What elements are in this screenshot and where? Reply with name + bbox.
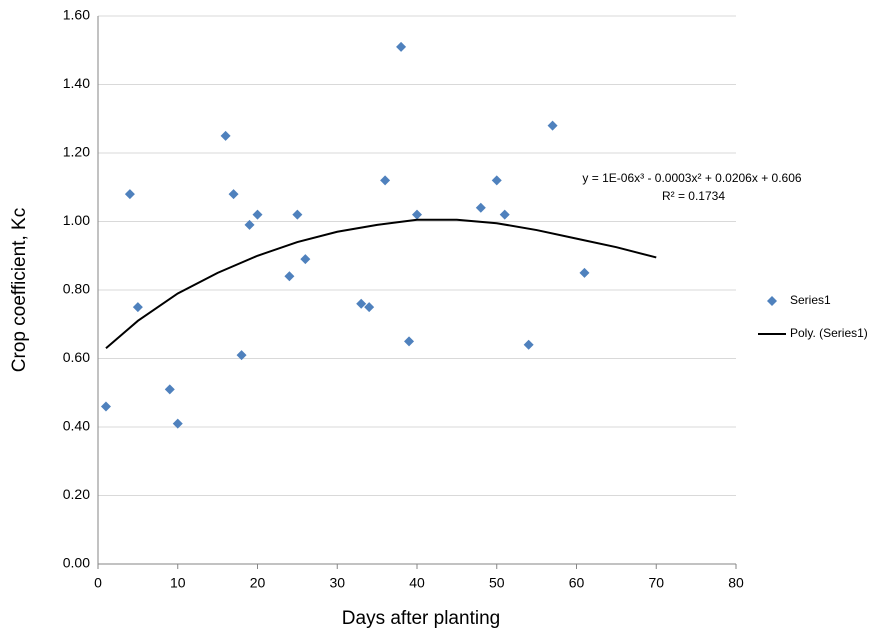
- data-point: [412, 209, 422, 220]
- x-tick-label: 60: [569, 575, 585, 591]
- data-point: [228, 189, 239, 200]
- data-point: [396, 41, 407, 52]
- legend-label: Series1: [790, 293, 831, 307]
- data-point: [164, 384, 175, 395]
- trend-equation: y = 1E-06x³ - 0.0003x² + 0.0206x + 0.606: [582, 171, 801, 185]
- data-point: [300, 254, 311, 265]
- data-point: [523, 339, 534, 350]
- data-point: [491, 175, 502, 186]
- data-point: [252, 209, 263, 220]
- y-tick-label: 0.20: [63, 486, 90, 502]
- trend-line: [105, 218, 657, 349]
- data-point: [547, 120, 558, 131]
- legend-marker: [767, 296, 777, 306]
- x-tick-label: 0: [94, 575, 102, 591]
- data-point: [499, 209, 510, 220]
- y-tick-label: 1.60: [63, 7, 90, 23]
- data-point: [172, 418, 183, 429]
- data-point: [284, 271, 295, 282]
- y-tick-label: 1.40: [63, 75, 90, 91]
- legend-label: Poly. (Series1): [790, 326, 868, 340]
- x-tick-label: 70: [648, 575, 664, 591]
- x-tick-label: 80: [728, 575, 744, 591]
- x-axis-title: Days after planting: [342, 608, 500, 629]
- data-point: [404, 336, 415, 347]
- y-tick-label: 0.80: [63, 281, 90, 297]
- data-point: [124, 189, 135, 200]
- data-point: [579, 267, 590, 278]
- y-tick-label: 0.60: [63, 349, 90, 365]
- y-tick-label: 0.40: [63, 418, 90, 434]
- x-tick-label: 40: [409, 575, 425, 591]
- data-point: [132, 302, 143, 313]
- x-tick-label: 30: [329, 575, 345, 591]
- data-point: [244, 219, 255, 230]
- data-point: [380, 175, 391, 186]
- x-tick-label: 10: [170, 575, 186, 591]
- data-point: [356, 298, 367, 309]
- data-point: [292, 209, 303, 220]
- r-squared: R² = 0.1734: [662, 189, 725, 203]
- y-axis-title: Crop coefficient, Kc: [9, 208, 30, 372]
- y-tick-label: 1.20: [63, 144, 90, 160]
- data-point: [236, 350, 247, 361]
- y-tick-label: 1.00: [63, 212, 90, 228]
- data-point: [475, 202, 486, 213]
- x-tick-label: 50: [489, 575, 505, 591]
- y-tick-label: 0.00: [63, 555, 90, 571]
- x-tick-label: 20: [250, 575, 266, 591]
- data-point: [100, 401, 111, 412]
- data-point: [220, 130, 231, 141]
- data-point: [364, 302, 375, 313]
